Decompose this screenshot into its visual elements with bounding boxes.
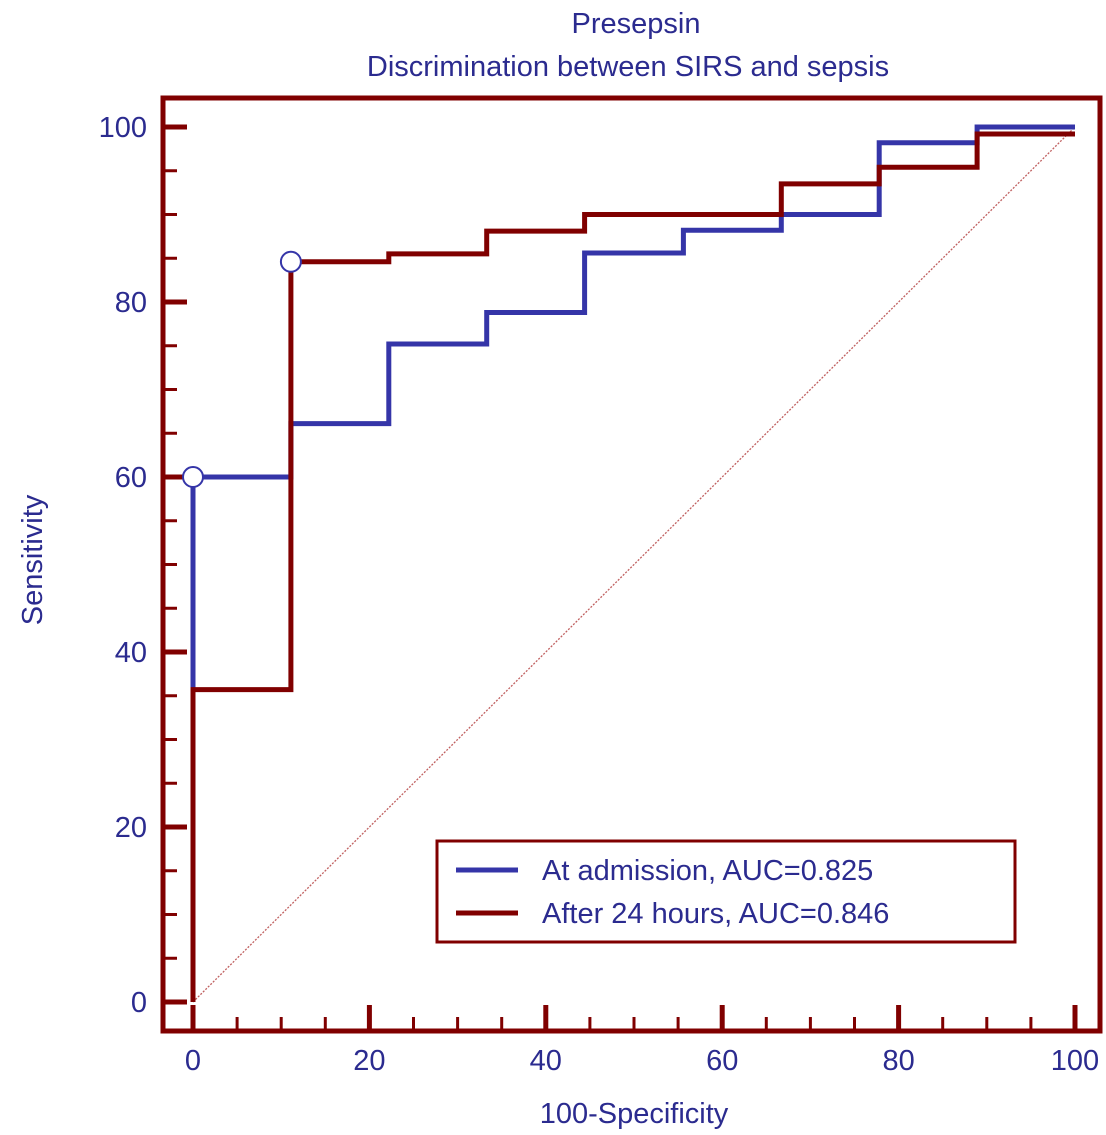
x-tick-label: 60: [706, 1045, 738, 1077]
legend: At admission, AUC=0.825 After 24 hours, …: [435, 839, 1017, 944]
optimal-criterion-marker: [182, 466, 204, 488]
optimal-criterion-marker: [279, 250, 302, 273]
y-tick-label: 60: [115, 462, 147, 494]
legend-label-at-admission: At admission, AUC=0.825: [542, 855, 873, 887]
chart-subtitle: Discrimination between SIRS and sepsis: [367, 51, 889, 83]
x-tick-label: 80: [882, 1045, 914, 1077]
y-tick-label: 80: [115, 287, 147, 319]
y-tick-label: 40: [115, 637, 147, 669]
y-tick-label: 100: [99, 112, 147, 144]
x-tick-label: 40: [530, 1045, 562, 1077]
y-tick-label: 0: [131, 987, 147, 1019]
roc-line-after-24-hours: [190, 131, 1075, 1002]
x-tick-label: 100: [1051, 1045, 1099, 1077]
x-tick-label: 20: [353, 1045, 385, 1077]
y-axis-label: Sensitivity: [17, 494, 49, 625]
y-tick-label: 20: [115, 812, 147, 844]
plot-area: 0 20 40 60 80 100 0 20 40 60 80 100: [99, 95, 1103, 1077]
legend-box: [435, 839, 1017, 944]
chart-title: Presepsin: [572, 8, 701, 40]
x-axis-label: 100-Specificity: [540, 1098, 729, 1130]
reference-diagonal: [192, 126, 1076, 1003]
legend-label-after-24-hours: After 24 hours, AUC=0.846: [542, 898, 889, 930]
x-tick-label: 0: [185, 1045, 201, 1077]
